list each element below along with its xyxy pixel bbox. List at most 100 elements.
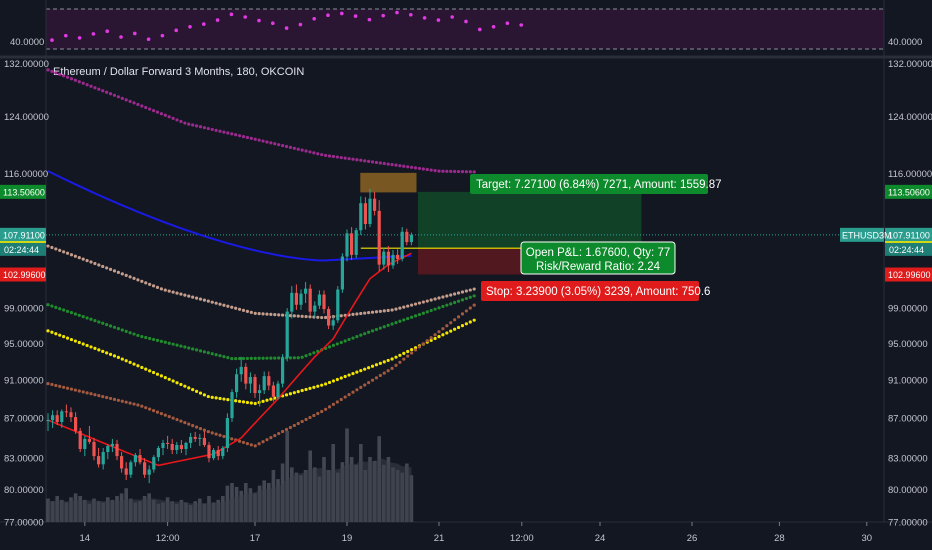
band-dot-yellow (222, 397, 226, 401)
band-dot-green (433, 307, 437, 311)
oscillator-dot (519, 23, 523, 27)
band-dot-orange (194, 425, 199, 429)
band-dot-yellow (456, 325, 461, 330)
band-dot-upper (331, 154, 336, 159)
candle-body (124, 468, 128, 475)
band-dot-yellow (108, 352, 113, 356)
volume-bar (285, 431, 289, 522)
band-dot-tan (292, 314, 296, 318)
band-dot-upper (171, 116, 175, 120)
band-dot-tan (112, 269, 117, 273)
candle-body (373, 198, 377, 211)
position-labels[interactable]: Target: 7.27100 (6.84%) 7271, Amount: 15… (470, 174, 722, 301)
candle-body (60, 411, 64, 423)
band-dot-tan (218, 302, 222, 306)
band-dot-tan (417, 301, 422, 305)
oscillator-dot (381, 13, 386, 18)
band-dot-yellow (433, 336, 437, 341)
band-dot-green (292, 356, 296, 360)
countdown-text-left: 02:24:44 (4, 245, 39, 255)
band-dot-green (304, 354, 308, 358)
band-dot-orange (187, 422, 191, 426)
countdown-tag-left (0, 242, 46, 256)
band-dot-yellow (312, 385, 316, 389)
oscillator-dot (422, 16, 427, 20)
band-dot-yellow (183, 384, 187, 388)
band-dot-upper (214, 128, 218, 132)
band-dot-yellow (359, 369, 363, 373)
band-dot-green (108, 324, 113, 328)
band-dot-upper (445, 169, 449, 173)
band-dot-tan (324, 315, 328, 320)
band-dot-upper (421, 167, 425, 171)
candle-body (331, 320, 335, 326)
y-axis-left[interactable]: 132.00000 124.00000 116.00000 99.00000 95.00… (4, 59, 49, 529)
band-dot-yellow (343, 374, 347, 379)
candle-body (386, 251, 390, 266)
candle-body (382, 251, 386, 265)
band-dot-tan (101, 264, 105, 269)
oscillator-dot (491, 24, 496, 29)
band-dot-green (218, 354, 222, 358)
band-dot-yellow (324, 382, 328, 386)
band-dot-green (179, 344, 183, 348)
band-dot-upper (406, 165, 410, 169)
oscillator-dot (353, 14, 358, 18)
band-dot-yellow (101, 349, 105, 353)
band-dot-orange (281, 429, 285, 434)
band-dot-orange (230, 437, 234, 441)
band-dot-tan (202, 298, 206, 302)
stop-label: Stop: 3.23900 (3.05%) 3239, Amount: 750.… (481, 281, 710, 301)
band-dot-yellow (374, 363, 379, 367)
band-dot-tan (175, 291, 179, 295)
candle-body (129, 462, 133, 475)
oscillator-pane[interactable]: 40.0000 40.0000 (10, 0, 922, 55)
band-dot-green (116, 327, 120, 331)
band-dot-orange (386, 369, 390, 373)
band-dot-orange (429, 336, 433, 340)
candle-body (78, 430, 82, 449)
band-dot-green (355, 334, 359, 339)
band-dot-green (273, 356, 277, 360)
candle-body (212, 449, 216, 459)
x-tick-label: 14 (80, 533, 91, 544)
symbol-tag-text: ETHUSD3M (842, 230, 892, 240)
band-dot-upper (69, 77, 74, 81)
band-dot-yellow (453, 327, 457, 331)
band-dot-green (398, 319, 402, 323)
band-dot-yellow (62, 335, 66, 339)
band-dot-tan (308, 315, 312, 319)
oscillator-dot (174, 28, 178, 33)
band-dot-green (163, 340, 167, 344)
band-dot-upper (410, 165, 414, 169)
candle-body (216, 449, 220, 457)
band-dot-upper (159, 112, 163, 116)
band-dot-green (406, 316, 410, 321)
band-dot-upper (453, 169, 457, 174)
y-axis-right[interactable]: 132.00000 124.00000 116.00000 99.00000 95.00… (888, 59, 932, 529)
band-dot-upper (249, 136, 253, 140)
oscillator-dot (202, 22, 206, 26)
band-dot-yellow (58, 333, 62, 337)
band-dot-orange (398, 360, 402, 364)
band-dot-upper (245, 135, 250, 140)
band-dot-yellow (472, 318, 476, 322)
band-dot-upper (151, 108, 156, 113)
band-dot-upper (163, 113, 167, 117)
band-dot-tan (367, 311, 371, 315)
band-dot-yellow (296, 390, 300, 394)
volume-bar (409, 475, 414, 522)
band-dot-upper (261, 139, 265, 143)
band-dot-orange (456, 315, 461, 319)
band-dot-tan (132, 276, 136, 280)
band-dot-yellow (93, 346, 97, 351)
band-dot-tan (179, 292, 183, 296)
band-dot-orange (105, 395, 109, 400)
band-dot-orange (425, 339, 429, 343)
band-dot-yellow (105, 351, 109, 355)
price-tag-left-last (0, 227, 46, 242)
band-dot-orange (402, 357, 406, 361)
band-dot-tan (273, 312, 277, 317)
